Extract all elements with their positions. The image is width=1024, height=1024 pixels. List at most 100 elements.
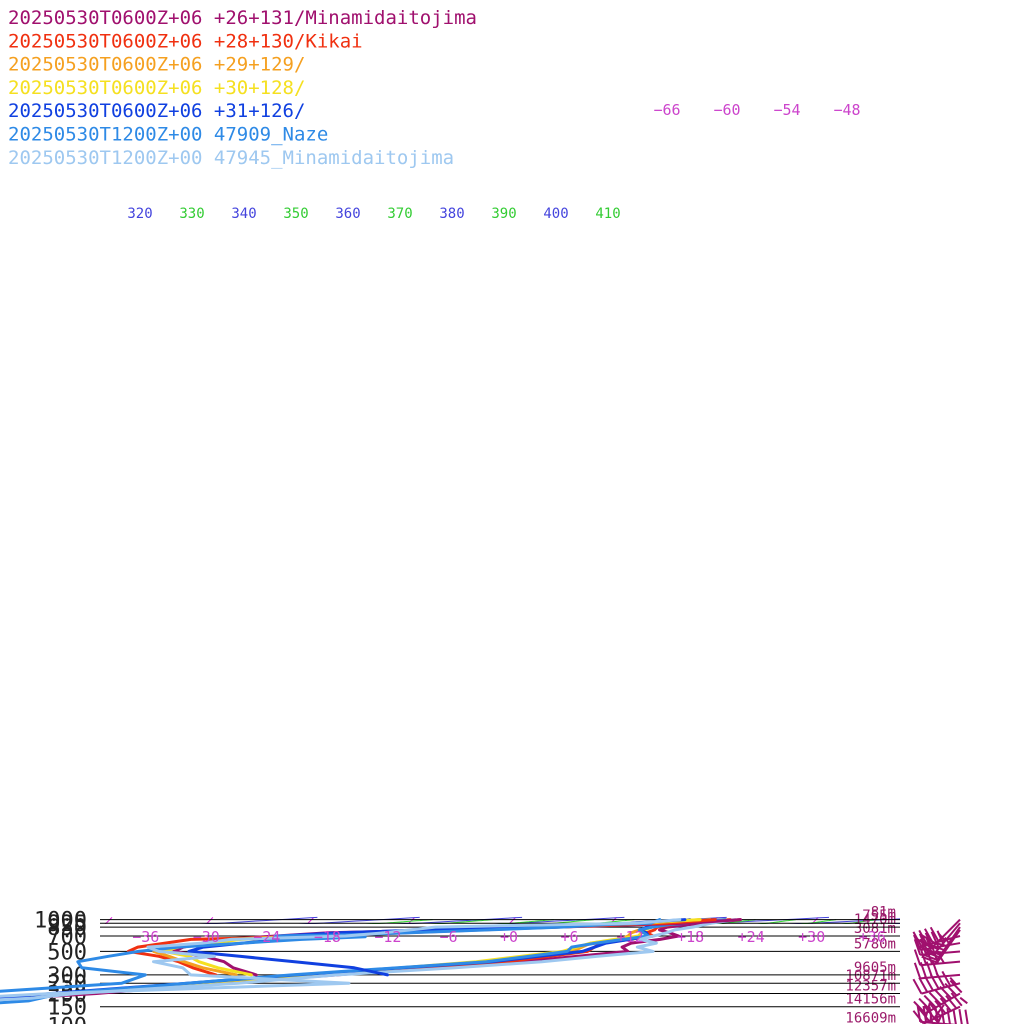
wind-barb-feather (949, 976, 957, 985)
wind-barb-feather (944, 982, 958, 997)
legend: 20250530T0600Z+06 +26+131/Minamidaitojim… (8, 7, 477, 169)
wind-barb (919, 922, 961, 955)
legend-entry: 20250530T0600Z+06 +31+126/ (8, 100, 305, 122)
isotherm-line (0, 917, 11, 1024)
wind-barb-feather (964, 1009, 969, 1024)
wind-barb-feather (941, 970, 952, 987)
wind-barb-feather (921, 934, 937, 945)
pressure-label: 100 (47, 1014, 87, 1024)
theta-label: 320 (127, 206, 152, 222)
temperature-tick-label: +18 (677, 928, 704, 946)
wind-barb-feather (913, 962, 922, 979)
theta-label: 390 (491, 206, 516, 222)
wind-barb-feather (945, 994, 958, 1010)
theta-label: 330 (179, 206, 204, 222)
wind-barb-feather (913, 938, 922, 956)
theta-label: 370 (387, 206, 412, 222)
wind-barb-feather (950, 992, 963, 1007)
pressure-label: 925 (47, 912, 87, 937)
theta-label: 360 (335, 206, 360, 222)
wind-barb-feather (912, 1010, 925, 1024)
wind-barb-feather (929, 926, 940, 943)
wind-barb-feather (919, 945, 935, 955)
height-label: 10871m (845, 968, 896, 984)
wind-barbs (912, 918, 969, 1024)
wind-barb-feather (918, 977, 929, 993)
wind-barb-feather (913, 1000, 927, 1015)
wind-barb-feather (946, 1007, 951, 1024)
wind-barb-feather (912, 931, 923, 947)
legend-entry: 20250530T0600Z+06 +28+130/Kikai (8, 30, 363, 52)
height-label: 3081m (854, 921, 896, 937)
legend-entry: 20250530T1200Z+00 47909_Naze (8, 124, 328, 146)
wind-barb-feather (949, 979, 963, 994)
upper-temperature-label: −60 (713, 101, 740, 119)
temperature-tick-label: +0 (500, 928, 518, 946)
wind-barb-staff (930, 918, 961, 949)
theta-label: 400 (543, 206, 568, 222)
pressure-label: 150 (47, 996, 87, 1021)
wind-barb-staff (933, 922, 961, 955)
pressure-label: 700 (47, 925, 87, 950)
wind-barb-feather (917, 938, 933, 949)
height-label: 12357m (845, 979, 896, 995)
height-label: 9605m (854, 960, 896, 976)
temperature-tick-label: +30 (798, 928, 825, 946)
series-temperature-1 (0, 918, 732, 1000)
wind-barb-feather (918, 933, 928, 950)
legend-entry: 20250530T0600Z+06 +29+129/ (8, 54, 305, 76)
wind-barb-feather (923, 994, 937, 1009)
wind-barb-feather (934, 999, 947, 1015)
wind-barb-feather (939, 997, 952, 1012)
wind-barb-feather (928, 991, 942, 1006)
upper-temperature-label: −54 (773, 101, 800, 119)
temperature-tick-label: +12 (617, 928, 644, 946)
series-temperature-0 (0, 918, 742, 1001)
theta-label: 380 (439, 206, 464, 222)
upper-temperature-label: −48 (833, 101, 860, 119)
temperature-tick-label: +6 (560, 928, 578, 946)
temperature-tick-label: −36 (132, 928, 159, 946)
wind-barb (912, 970, 961, 995)
wind-barb-feather (921, 953, 938, 961)
series-temperature-5 (0, 918, 727, 1005)
axis-labels: −36 −30 −24 −18 −12 −6 +0 +6 +12 +18 +24 +30 +36 −66 −… (127, 101, 885, 946)
wind-barb-feather (924, 950, 941, 959)
upper-temperature-label: −66 (653, 101, 680, 119)
pressure-label: 1000 (34, 909, 87, 934)
series-dewpoint-12 (0, 918, 662, 993)
wind-barb-staff (920, 960, 961, 967)
theta-label: 340 (231, 206, 256, 222)
temperature-tick-label: −6 (439, 928, 457, 946)
temperature-tick-label: −12 (374, 928, 401, 946)
wind-barb-staff (920, 973, 961, 980)
height-label: 81m (871, 905, 896, 921)
wind-barb-staff (921, 982, 961, 995)
wind-barb-feather (952, 1008, 957, 1024)
wind-barb (912, 992, 968, 1024)
temperature-tick-label: +24 (738, 928, 765, 946)
wind-barb-staff (936, 926, 961, 961)
wind-barb-feather (933, 988, 947, 1003)
wind-barb-feather (959, 996, 968, 1005)
wind-barb-feather (928, 1002, 941, 1017)
wind-barb-feather (918, 1007, 930, 1022)
temperature-tick-label: +36 (859, 928, 886, 946)
wind-barb-feather (918, 997, 932, 1012)
height-label: 5780m (854, 936, 896, 952)
wind-barb-staff (936, 929, 961, 964)
theta-label: 410 (595, 206, 620, 222)
temperature-tick-label: −30 (193, 928, 220, 946)
wind-barb-feather (913, 949, 922, 966)
isotherm-line (1003, 917, 1024, 1024)
legend-entry: 20250530T0600Z+06 +30+128/ (8, 77, 305, 99)
sounding-profiles (0, 918, 742, 1005)
wind-barb-feather (912, 978, 923, 995)
legend-entry: 20250530T0600Z+06 +26+131/Minamidaitojim… (8, 7, 477, 29)
wind-barb-feather (958, 1009, 963, 1024)
pressure-label: 850 (47, 916, 87, 941)
legend-entry: 20250530T1200Z+00 47945_Minamidaitojima (8, 147, 454, 169)
height-label: 14156m (845, 992, 896, 1008)
temperature-tick-label: −24 (253, 928, 280, 946)
